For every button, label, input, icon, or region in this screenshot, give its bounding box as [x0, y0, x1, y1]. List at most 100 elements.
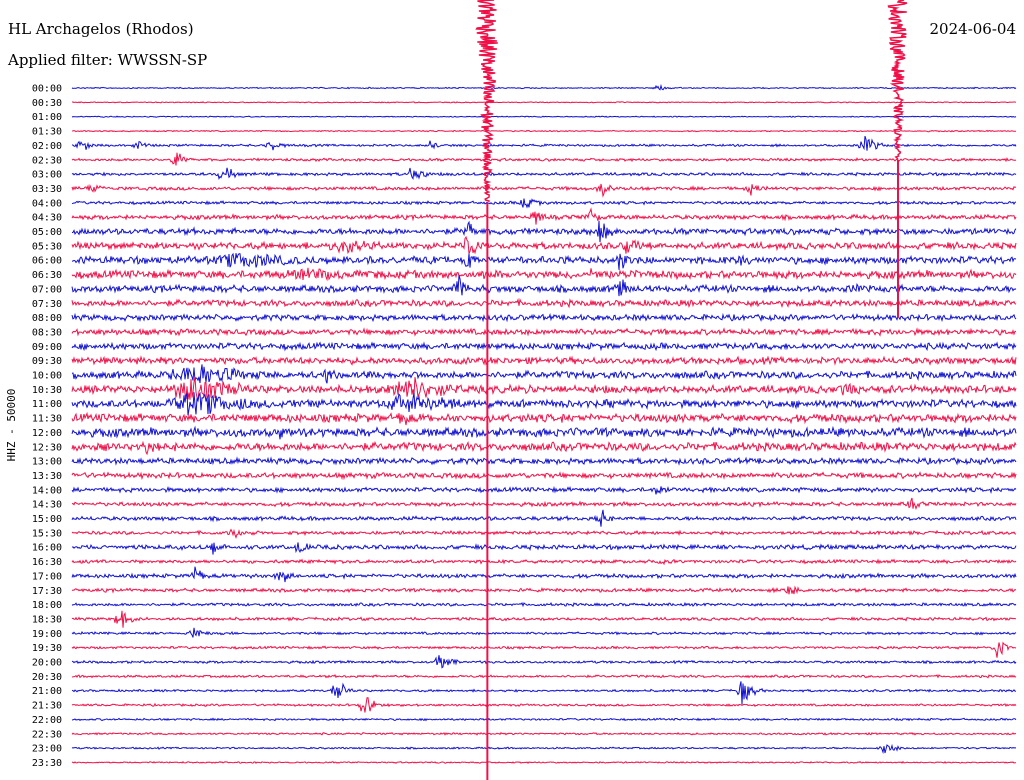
time-tick-label: 01:30 [32, 127, 62, 138]
trace-row [71, 220, 1017, 243]
time-tick-label: 07:30 [32, 299, 62, 310]
time-tick-label: 05:30 [32, 241, 62, 252]
trace-row [71, 167, 1017, 181]
time-tick-label: 14:00 [32, 485, 62, 496]
trace-row [71, 497, 1017, 511]
trace-row [71, 681, 1017, 705]
time-tick-label: 03:00 [32, 170, 62, 181]
trace-row [71, 610, 1017, 628]
trace-row [71, 207, 1017, 225]
trace-row [71, 252, 1017, 270]
trace-row [71, 485, 1017, 495]
time-tick-label: 18:00 [32, 600, 62, 611]
trace-row [71, 355, 1017, 366]
channel-axis-label: HHZ - 50000 [5, 389, 18, 462]
time-tick-labels: 00:00 00:30 01:00 01:30 02:00 02:30 03:00 03:30… [32, 84, 62, 769]
time-tick-label: 04:00 [32, 198, 62, 209]
time-tick-label: 02:00 [32, 141, 62, 152]
trace-row [71, 183, 1017, 198]
time-tick-label: 21:30 [32, 701, 62, 712]
time-tick-label: 09:00 [32, 342, 62, 353]
time-tick-label: 10:00 [32, 371, 62, 382]
trace-row [71, 391, 1017, 416]
time-tick-label: 09:30 [32, 356, 62, 367]
time-tick-label: 00:00 [32, 84, 62, 95]
trace-row [71, 115, 1017, 118]
time-tick-label: 03:30 [32, 184, 62, 195]
time-tick-label: 22:00 [32, 715, 62, 726]
time-tick-label: 18:30 [32, 614, 62, 625]
time-tick-label: 17:00 [32, 571, 62, 582]
time-tick-label: 11:30 [32, 414, 62, 425]
trace-row [71, 655, 1017, 669]
filter-label: Applied filter: WWSSN-SP [7, 51, 207, 69]
station-title: HL Archagelos (Rhodos) [8, 20, 194, 38]
trace-row [71, 585, 1017, 595]
time-tick-label: 11:00 [32, 399, 62, 410]
trace-row [71, 376, 1017, 401]
trace-row [71, 641, 1017, 658]
time-tick-label: 20:30 [32, 672, 62, 683]
trace-row [71, 83, 1017, 91]
time-tick-label: 20:00 [32, 658, 62, 669]
large-event-burst [475, 0, 498, 203]
time-tick-label: 15:30 [32, 528, 62, 539]
trace-row [71, 542, 1017, 555]
trace-row [71, 327, 1016, 337]
time-tick-label: 15:00 [32, 514, 62, 525]
time-tick-label: 04:30 [32, 213, 62, 224]
time-tick-label: 06:30 [32, 270, 62, 281]
date-label: 2024-06-04 [930, 20, 1016, 38]
time-tick-label: 22:30 [32, 729, 62, 740]
trace-row [71, 731, 1017, 736]
time-tick-label: 02:30 [32, 155, 62, 166]
time-tick-label: 23:00 [32, 744, 62, 755]
trace-row [71, 341, 1017, 352]
trace-row [71, 440, 1017, 456]
trace-row [71, 198, 1017, 209]
trace-row [71, 425, 1017, 440]
time-tick-label: 05:00 [32, 227, 62, 238]
time-tick-label: 06:00 [32, 256, 62, 267]
time-tick-label: 08:30 [32, 327, 62, 338]
time-tick-label: 00:30 [32, 98, 62, 109]
trace-row [71, 558, 1017, 566]
time-tick-label: 21:00 [32, 686, 62, 697]
trace-row [71, 717, 1017, 722]
time-tick-label: 13:00 [32, 457, 62, 468]
seismogram-traces [71, 0, 1017, 780]
trace-row [71, 760, 1017, 764]
trace-row [71, 312, 1017, 323]
time-tick-label: 13:30 [32, 471, 62, 482]
trace-row [71, 566, 1017, 583]
trace-row [71, 152, 1017, 166]
trace-row [71, 674, 1017, 679]
time-tick-label: 08:00 [32, 313, 62, 324]
time-tick-label: 23:30 [32, 758, 62, 769]
trace-row [71, 743, 1017, 755]
time-tick-label: 01:00 [32, 112, 62, 123]
trace-row [71, 135, 1017, 151]
trace-row [71, 129, 1017, 133]
trace-row [71, 697, 1017, 713]
time-tick-label: 16:30 [32, 557, 62, 568]
trace-row [71, 235, 1017, 255]
time-tick-label: 17:30 [32, 586, 62, 597]
trace-row [71, 275, 1017, 297]
trace-row [71, 471, 1017, 481]
trace-row [72, 101, 1017, 104]
time-tick-label: 12:00 [32, 428, 62, 439]
trace-row [71, 364, 1017, 384]
trace-row [71, 411, 1017, 426]
time-tick-label: 14:30 [32, 500, 62, 511]
trace-row [71, 601, 1017, 608]
time-tick-label: 19:30 [32, 643, 62, 654]
trace-row [71, 627, 1017, 638]
time-tick-label: 10:30 [32, 385, 62, 396]
trace-row [71, 267, 1017, 282]
time-tick-label: 12:30 [32, 442, 62, 453]
time-tick-label: 19:00 [32, 629, 62, 640]
trace-row [71, 509, 1017, 527]
trace-row [71, 297, 1017, 309]
